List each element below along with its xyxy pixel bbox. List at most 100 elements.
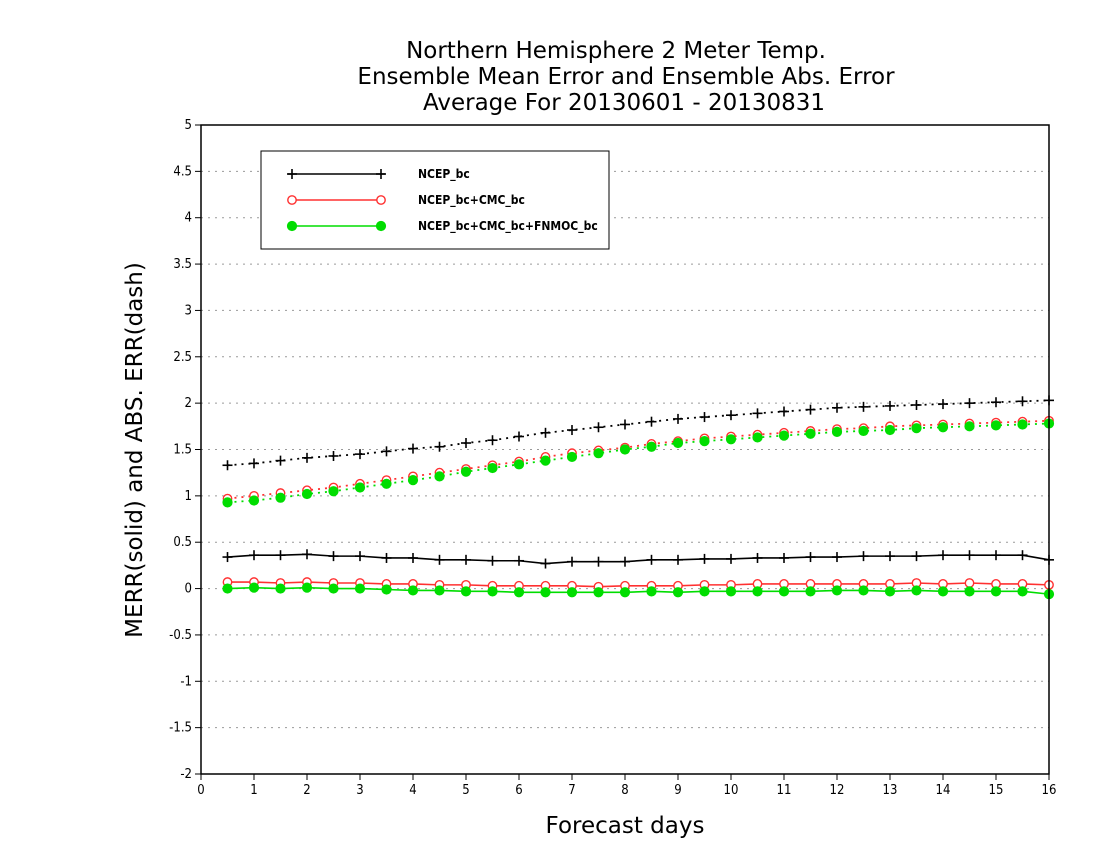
abs-err-point [434,441,445,452]
series-2 [222,415,1054,592]
x-tick-label: 6 [515,783,522,798]
series-1 [222,395,1054,569]
merr-point [646,586,657,597]
merr-point [461,554,471,565]
y-tick-label: 2.5 [173,350,192,365]
merr-point [540,587,551,598]
series-merr-line [227,586,1050,595]
merr-point [672,587,684,598]
merr-point [222,552,233,563]
abs-err-point [885,400,895,411]
title-line-2: Ensemble Mean Error and Ensemble Abs. Er… [357,64,895,90]
abs-err-point [646,416,657,427]
abs-err-point [991,397,1001,408]
abs-err-point [884,424,896,436]
legend-marker [376,195,386,205]
abs-err-point [831,426,843,437]
abs-err-point [990,420,1002,431]
merr-point [514,555,524,566]
y-axis-label: MERR(solid) and ABS. ERR(dash) [122,262,148,638]
merr-point [567,556,577,567]
abs-err-point [1017,396,1028,407]
merr-point [513,587,525,598]
merr-point [779,552,789,563]
merr-point [991,550,1001,561]
merr-point [673,554,683,565]
merr-point [858,585,869,596]
x-tick-label: 3 [356,783,363,798]
legend-marker [287,195,297,205]
merr-point [275,550,286,561]
x-axis-label: Forecast days [546,813,705,839]
merr-point [381,584,392,595]
abs-err-point [408,443,418,454]
y-tick-label: 2 [185,396,192,411]
data-series [222,395,1055,600]
abs-err-point [672,437,684,449]
abs-err-point [302,452,312,463]
merr-point [460,586,472,597]
abs-err-point [699,412,710,423]
abs-err-point [725,434,737,445]
abs-err-point [407,474,419,486]
merr-point [407,585,419,596]
abs-err-point [726,410,736,421]
merr-point [938,550,948,561]
y-tick-label: 1 [185,489,192,504]
merr-point [725,586,737,597]
merr-point [620,556,630,567]
x-axis-ticks: 0 1 2 3 4 5 6 7 8 9 10 11 12 13 14 15 16 [197,774,1056,798]
x-tick-label: 5 [462,783,469,798]
abs-err-point [222,460,233,471]
merr-point [434,554,445,565]
abs-err-point [328,450,339,461]
y-tick-label: 3 [185,303,192,318]
abs-err-point [248,495,260,506]
merr-point [619,587,631,598]
x-tick-label: 11 [777,783,792,798]
abs-err-point [222,497,233,508]
x-tick-label: 7 [568,783,575,798]
merr-point [487,555,498,566]
abs-err-point [566,451,578,463]
abs-err-point [381,446,392,457]
x-tick-label: 1 [250,783,257,798]
abs-err-point [911,423,922,434]
y-tick-label: 4 [185,211,192,226]
y-tick-label: 0 [185,582,192,597]
abs-err-point [301,488,313,500]
y-tick-label: 3.5 [173,257,192,272]
abs-err-point [460,466,472,477]
merr-point [832,552,842,563]
merr-point [699,553,710,564]
abs-err-point [461,438,471,449]
y-axis-ticks: 5 4.5 4 3.5 3 2.5 2 1.5 1 0.5 0 -0.5 -1 -1.5 -2 [169,118,201,782]
abs-err-point [620,419,630,430]
abs-err-point [487,435,498,446]
merr-point [248,582,260,593]
merr-point [964,586,975,597]
x-tick-label: 13 [883,783,898,798]
legend-label: NCEP_bc+CMC_bc [418,193,525,208]
merr-point [646,554,657,565]
series-abs-err-line [227,419,1050,500]
merr-point [381,552,392,563]
merr-point [752,552,763,563]
merr-point [275,583,286,594]
abs-err-point [779,406,789,417]
x-tick-label: 9 [674,783,681,798]
abs-err-point [593,448,604,459]
merr-point [354,583,366,594]
merr-point [1017,550,1028,561]
merr-point [593,587,604,598]
abs-err-point [354,482,366,493]
merr-point [328,551,339,562]
x-tick-label: 2 [303,783,310,798]
x-tick-label: 10 [724,783,739,798]
series-merr-line [227,553,1050,565]
y-tick-label: -2 [180,767,192,782]
legend-item: NCEP_bc+CMC_bc [287,193,525,208]
merr-point [964,578,975,588]
merr-point [885,551,895,562]
merr-point [540,558,551,569]
